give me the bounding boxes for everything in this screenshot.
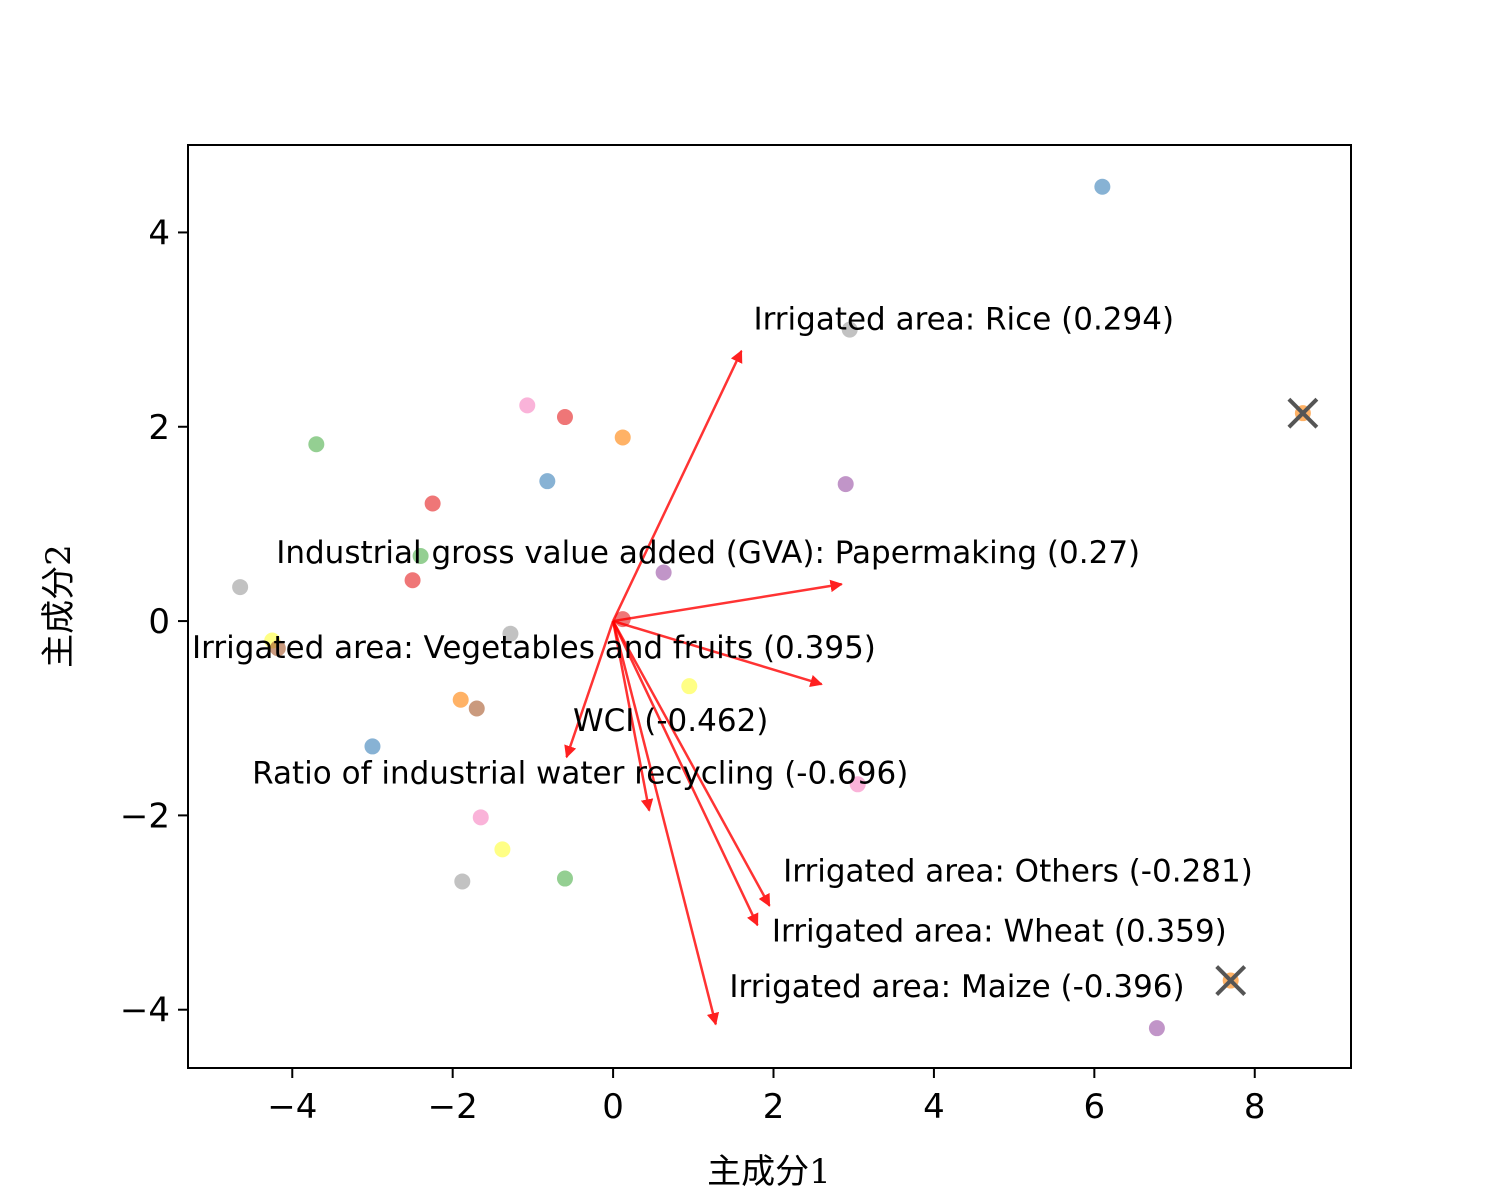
centroid-markers	[1215, 397, 1319, 996]
loading-label: Irrigated area: Maize (-0.396)	[729, 969, 1184, 1005]
loading-arrow	[612, 579, 843, 623]
x-axis-label: 主成分1	[707, 1152, 831, 1192]
data-point	[232, 579, 249, 596]
data-point	[655, 564, 672, 581]
x-tick-label: 4	[923, 1087, 945, 1127]
loading-arrow	[611, 620, 654, 812]
loading-label: WCI (-0.462)	[573, 703, 768, 739]
loading-label: Irrigated area: Others (-0.281)	[783, 853, 1253, 889]
data-point	[269, 640, 286, 657]
loading-arrow	[612, 619, 823, 687]
y-tick-label: 2	[148, 408, 170, 448]
data-point	[494, 841, 511, 858]
data-point	[424, 495, 441, 512]
loading-arrow	[564, 620, 615, 759]
plot-frame	[187, 144, 1352, 1069]
data-point	[502, 625, 519, 642]
loading-arrow	[612, 620, 771, 907]
plot-background	[188, 145, 1351, 1068]
y-tick-label: 4	[148, 213, 170, 253]
data-point	[468, 700, 485, 717]
x-tick-label: 2	[763, 1087, 785, 1127]
data-point	[452, 691, 469, 708]
centroid-marker	[1287, 397, 1319, 429]
data-point	[681, 678, 698, 695]
data-point	[404, 572, 421, 589]
y-axis-label: 主成分2	[39, 544, 79, 668]
loading-arrow	[611, 620, 720, 1026]
data-point	[556, 409, 573, 426]
data-point	[519, 397, 536, 414]
data-point	[841, 321, 858, 338]
y-tick-label: 0	[148, 602, 170, 642]
data-point	[412, 547, 429, 564]
loading-label: Irrigated area: Wheat (0.359)	[772, 914, 1227, 950]
loading-arrow	[611, 349, 743, 622]
y-tick-label: −4	[120, 991, 170, 1031]
y-axis-ticks: −4 −2 0 2 4	[120, 213, 188, 1031]
scatter-points	[232, 178, 1311, 1037]
y-tick-label: −2	[120, 796, 170, 836]
loading-labels: Irrigated area: Rice (0.294) Industrial g…	[192, 302, 1253, 1005]
centroid-marker	[1215, 965, 1247, 996]
x-tick-label: −4	[267, 1087, 317, 1127]
data-point	[614, 429, 631, 446]
x-axis-ticks: −4 −2 0 2 4 6 8	[267, 1068, 1266, 1127]
data-point	[837, 476, 854, 493]
loading-arrow	[611, 620, 759, 927]
data-point	[1094, 178, 1111, 195]
data-point	[1148, 1020, 1165, 1037]
data-point	[472, 809, 489, 826]
loading-arrows	[564, 349, 843, 1026]
centroid-stroke	[1287, 397, 1319, 429]
data-point	[364, 738, 381, 755]
centroid-stroke	[1215, 965, 1247, 996]
loading-label: Irrigated area: Vegetables and fruits (0…	[192, 630, 876, 666]
x-tick-label: 0	[602, 1087, 624, 1127]
loading-label: Irrigated area: Rice (0.294)	[753, 302, 1174, 338]
data-point	[539, 473, 556, 490]
data-point	[849, 776, 866, 793]
data-point	[556, 870, 573, 887]
loading-label: Industrial gross value added (GVA): Pape…	[276, 535, 1140, 571]
data-point	[308, 436, 325, 453]
x-tick-label: −2	[428, 1087, 478, 1127]
x-tick-label: 6	[1084, 1087, 1106, 1127]
loading-label: Ratio of industrial water recycling (-0.…	[252, 755, 908, 791]
data-point	[454, 873, 471, 890]
x-tick-label: 8	[1244, 1087, 1266, 1127]
